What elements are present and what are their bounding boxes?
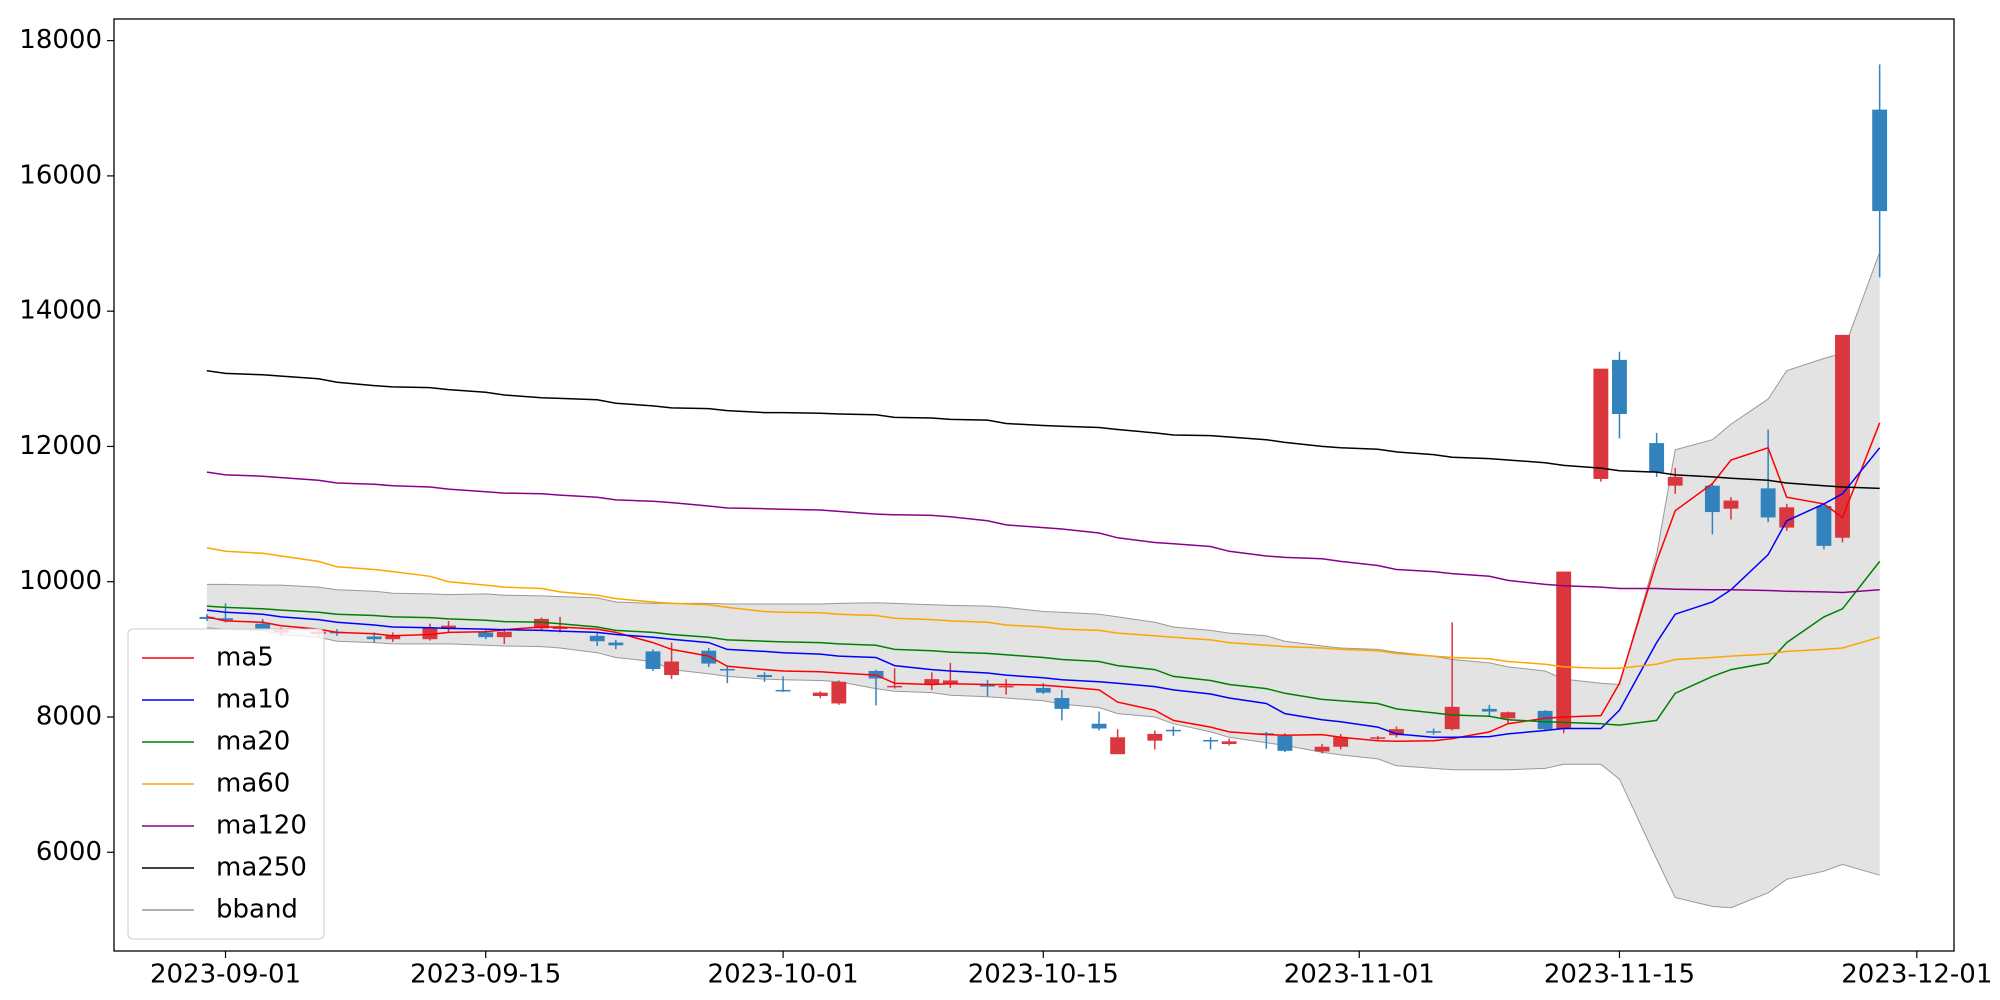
candle-body [1203,739,1218,742]
candle-body [775,689,791,692]
y-tick-label: 18000 [19,25,102,55]
candle-body [1426,731,1442,733]
candle-body [998,685,1014,688]
candle-body [664,661,680,676]
candle-body [1333,737,1349,747]
x-tick-label: 2023-09-01 [150,960,301,990]
x-tick-label: 2023-10-15 [968,960,1119,990]
candle-body [366,636,382,640]
x-tick-label: 2023-11-15 [1544,960,1695,990]
candle-body [645,651,661,669]
candle-body [1054,698,1070,709]
y-tick-label: 16000 [19,160,102,190]
candle-body [1872,109,1888,212]
candle-body [218,618,233,621]
candle-body [701,650,717,664]
legend-label: ma120 [216,811,307,841]
candle-body [1500,712,1516,719]
legend: ma5 ma10 ma20 ma60 ma120 ma250 bband [127,628,325,940]
bband-edge [206,252,1881,686]
candle-body [589,635,605,642]
candle-body [1370,737,1386,739]
y-tick-label: 14000 [19,296,102,326]
candle-body [1165,729,1181,732]
candle-body [496,631,512,638]
candle-body [478,632,494,638]
bband-edge [206,627,1880,909]
candle-body [1035,687,1051,693]
candle-body [1835,334,1850,538]
candle-body [199,616,215,619]
y-tick-label: 6000 [36,837,102,867]
legend-box [127,628,325,940]
candle-body [1704,485,1720,513]
candle-body [1612,359,1627,414]
x-tick-label: 2023-10-01 [708,960,859,990]
x-tick-label: 2023-11-01 [1284,960,1435,990]
candle-body [1444,706,1460,730]
candle-body [1221,741,1237,745]
candle-body [980,684,995,687]
candle-body [1760,488,1776,518]
candle-body [441,625,456,630]
candle-body [1314,746,1330,752]
candle-body [534,618,549,629]
candle-body [552,627,568,630]
candle-body [1110,737,1126,755]
candle-body [887,685,903,688]
candle-body [385,635,401,640]
y-tick-label: 8000 [36,701,102,731]
bband-area [206,252,1880,908]
candle-body [942,680,958,685]
ma-line [206,369,1880,490]
candle-body [757,675,772,678]
candle-body [1723,500,1739,509]
plot-frame [113,18,1955,952]
ma-line [206,447,1881,739]
candle-body [1779,507,1795,528]
x-tick-label: 2023-12-01 [1841,960,1992,990]
y-tick-label: 12000 [19,431,102,461]
candle-body [1667,476,1683,486]
candle-body [1556,571,1572,730]
ma-line [206,471,1880,594]
legend-label: ma5 [216,643,274,673]
x-tick-label: 2023-09-15 [410,960,561,990]
ma-line [206,422,1881,743]
candle-body [1277,735,1293,751]
ma-line [206,560,1881,726]
legend-label: ma250 [216,853,307,883]
candle-body [1537,710,1553,730]
candle-body [1816,505,1832,546]
legend-label: ma20 [216,727,290,757]
candle-body [1091,723,1107,729]
y-tick-label: 10000 [19,566,102,596]
candle-body [1481,708,1497,712]
candle-body [608,642,624,646]
legend-label: ma10 [216,685,290,715]
candle-body [1388,729,1404,736]
candle-body [812,692,828,697]
ma-line [206,547,1880,670]
candle-body [1649,443,1665,473]
candle-body [831,681,847,704]
candle-body [255,623,271,630]
candle-body [719,668,735,671]
candle-body [422,627,438,640]
legend-label: bband [216,895,298,925]
legend-label: ma60 [216,769,290,799]
candle-body [1147,733,1163,741]
candle-body [1593,368,1609,479]
candle-body [924,679,940,685]
